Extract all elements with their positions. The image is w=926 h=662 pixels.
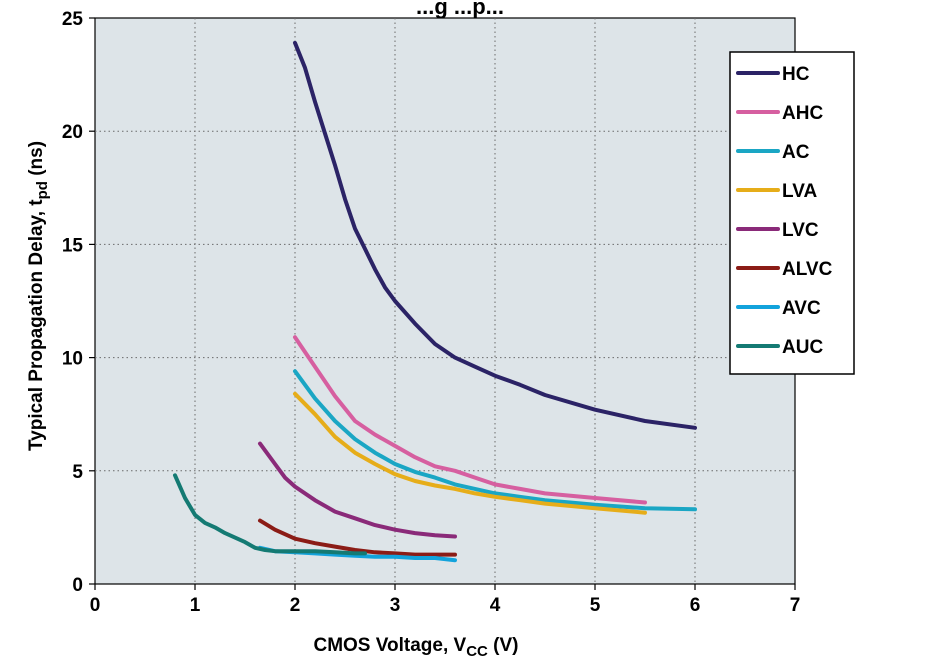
legend-label-avc: AVC [782,298,821,319]
y-tick-label-4: 20 [62,122,83,143]
legend-label-lva: LVA [782,181,817,202]
plot-area [94,17,796,585]
x-tick-label-4: 4 [490,595,501,616]
chart-title: ...g ...p... [416,0,504,19]
legend-label-alvc: ALVC [782,259,833,280]
series-line-ac [293,369,697,512]
series-line-auc [173,473,367,556]
legend-label-auc: AUC [782,337,823,358]
legend-label-lvc: LVC [782,220,819,241]
y-axis-title: Typical Propagation Delay, tpd (ns) [26,141,51,451]
y-axis-title-main: Typical Propagation Delay, t [26,199,47,451]
series-line-lvc [258,441,457,539]
x-tick-label-0: 0 [90,595,101,616]
x-tick-label-7: 7 [790,595,801,616]
axis-ticks: 0 1 2 3 4 5 6 7 0 5 10 15 20 25 [62,9,800,616]
legend-items: HC AHC AC LVA LVC ALVC AVC AUC [736,64,833,358]
series-line-lva [293,391,647,515]
legend-label-hc: HC [782,64,810,85]
series-line-alvc [258,518,457,557]
y-tick-label-1: 5 [72,462,83,483]
series-line-ahc [293,335,647,505]
legend-label-ac: AC [782,142,810,163]
x-tick-label-3: 3 [390,595,401,616]
x-tick-label-6: 6 [690,595,701,616]
y-axis-title-suffix: (ns) [26,141,47,181]
legend: HC AHC AC LVA LVC ALVC AVC AUC [729,51,855,375]
y-tick-label-0: 0 [72,575,83,596]
x-tick-label-2: 2 [290,595,301,616]
series-lines [173,40,697,563]
x-tick-label-1: 1 [190,595,201,616]
x-axis-title-main: CMOS Voltage, V [313,635,466,656]
y-tick-label-5: 25 [62,9,84,30]
x-tick-label-5: 5 [590,595,601,616]
legend-box [729,51,855,375]
series-line-hc [293,40,697,430]
y-tick-label-3: 15 [62,235,84,256]
y-tick-label-2: 10 [62,349,83,370]
x-axis-title-suffix: (V) [488,635,519,656]
x-axis-title: CMOS Voltage, VCC (V) [313,635,518,660]
legend-label-ahc: AHC [782,103,823,124]
y-axis-title-sub: pd [34,181,51,199]
x-axis-title-sub: CC [466,643,488,660]
